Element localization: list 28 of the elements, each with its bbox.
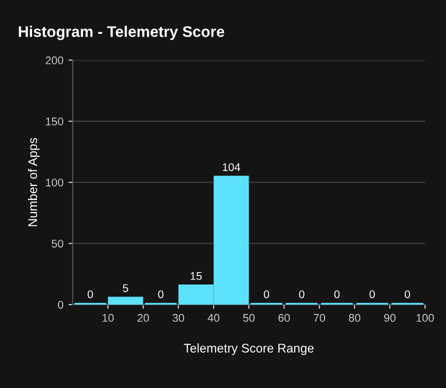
data-label: 0 — [88, 290, 93, 298]
y-tick-label: 150 — [46, 118, 64, 126]
x-tick-label: 10 — [102, 314, 114, 322]
x-tick-label: 20 — [138, 314, 149, 322]
x-tick-label: 100 — [416, 314, 434, 322]
x-tick-label: 50 — [243, 314, 255, 322]
data-label: 0 — [158, 290, 164, 298]
data-label: 0 — [370, 290, 375, 298]
data-label: 15 — [190, 272, 202, 280]
x-tick-label: 80 — [348, 314, 360, 322]
x-tick-label: 70 — [314, 314, 326, 322]
x-tick-label: 90 — [384, 314, 396, 322]
data-label: 0 — [264, 290, 270, 298]
data-label: 5 — [122, 284, 128, 292]
x-tick-label: 40 — [208, 314, 220, 322]
x-axis-title: Telemetry Score Range — [184, 343, 314, 356]
y-tick-label: 200 — [46, 56, 64, 64]
data-label: 0 — [299, 290, 304, 298]
y-axis-title: Number of Apps — [28, 138, 40, 226]
data-label: 0 — [334, 290, 340, 298]
x-tick-label: 60 — [278, 314, 290, 322]
data-label: 104 — [222, 163, 240, 172]
y-tick-label: 50 — [52, 240, 64, 248]
chart-title: Histogram - Telemetry Score — [18, 26, 224, 40]
y-tick-label: 100 — [46, 178, 64, 186]
x-tick-label: 30 — [172, 314, 184, 322]
data-label: 0 — [404, 290, 410, 298]
y-tick-label: 0 — [58, 300, 64, 309]
